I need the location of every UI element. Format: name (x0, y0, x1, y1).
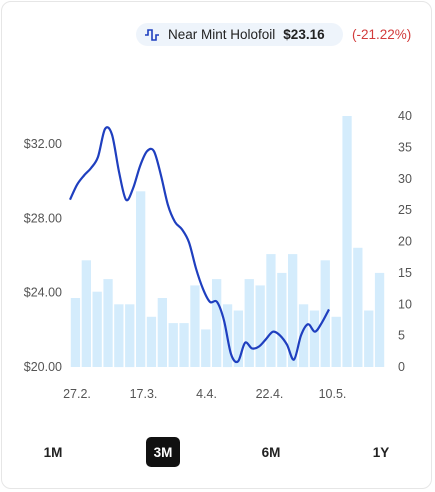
legend-price: $23.16 (283, 27, 325, 42)
volume-bar (114, 304, 124, 368)
volume-bar (353, 247, 363, 367)
left-axis-ticks: $20.00 $24.00 $28.00 $32.00 (24, 137, 62, 374)
legend-pill: Near Mint Holofoil $23.16 (136, 23, 343, 46)
range-3m-button[interactable]: 3M (146, 437, 180, 467)
volume-bar (136, 191, 146, 367)
left-axis-tick-label: $20.00 (24, 360, 62, 374)
volume-bar (157, 298, 167, 367)
volume-bar (146, 316, 157, 367)
volume-bar (266, 254, 276, 367)
volume-bar (70, 298, 81, 367)
volume-bar (320, 260, 330, 367)
right-axis-tick-label: 40 (398, 109, 412, 123)
legend-label: Near Mint Holofoil (168, 27, 276, 42)
left-axis-tick-label: $32.00 (24, 137, 62, 151)
volume-bar (374, 272, 385, 367)
right-axis-tick-label: 10 (398, 297, 412, 311)
left-axis-tick-label: $28.00 (24, 211, 62, 225)
right-axis-tick-label: 15 (398, 266, 412, 280)
price-series-line (69, 126, 330, 364)
volume-bar (331, 316, 341, 367)
volume-bar (103, 279, 113, 367)
left-axis-tick-label: $24.00 (24, 286, 62, 300)
line-chart-icon (145, 28, 159, 41)
right-axis-tick-label: 0 (398, 360, 405, 374)
range-1y-button[interactable]: 1Y (372, 444, 390, 460)
volume-bar (342, 116, 352, 367)
right-axis-tick-label: 35 (398, 140, 412, 154)
volume-bar (179, 323, 189, 367)
volume-bar (92, 291, 102, 367)
x-axis-tick-label: 4.4. (196, 387, 217, 401)
range-1m-button[interactable]: 1M (43, 444, 63, 460)
volume-bar (233, 310, 243, 367)
price-line (69, 126, 330, 364)
right-axis-tick-label: 5 (398, 329, 405, 343)
x-axis-tick-label: 27.2. (63, 387, 91, 401)
volume-bar (288, 254, 298, 367)
right-axis-tick-label: 25 (398, 203, 412, 217)
right-axis-tick-label: 30 (398, 172, 412, 186)
volume-bar (244, 279, 254, 367)
volume-bar (364, 310, 374, 367)
right-axis-tick-label: 20 (398, 235, 412, 249)
volume-bar (255, 285, 265, 367)
range-6m-button[interactable]: 6M (261, 444, 281, 460)
volume-bar (277, 272, 287, 367)
right-axis-ticks: 0 5 10 15 20 25 30 35 40 (398, 109, 412, 374)
x-axis-tick-label: 22.4. (256, 387, 284, 401)
volume-bar (168, 323, 178, 367)
volume-bar (190, 285, 200, 367)
volume-bar (125, 304, 135, 368)
volume-bar (298, 304, 309, 368)
x-axis-ticks: 27.2. 17.3. 4.4. 22.4. 10.5. (63, 387, 346, 401)
legend-change: (-21.22%) (352, 27, 412, 42)
volume-bar (309, 310, 320, 367)
volume-bars (70, 116, 385, 368)
volume-bar (201, 329, 211, 367)
volume-bar (81, 260, 91, 367)
x-axis-tick-label: 17.3. (130, 387, 158, 401)
volume-bar (212, 279, 222, 367)
x-axis-tick-label: 10.5. (319, 387, 347, 401)
